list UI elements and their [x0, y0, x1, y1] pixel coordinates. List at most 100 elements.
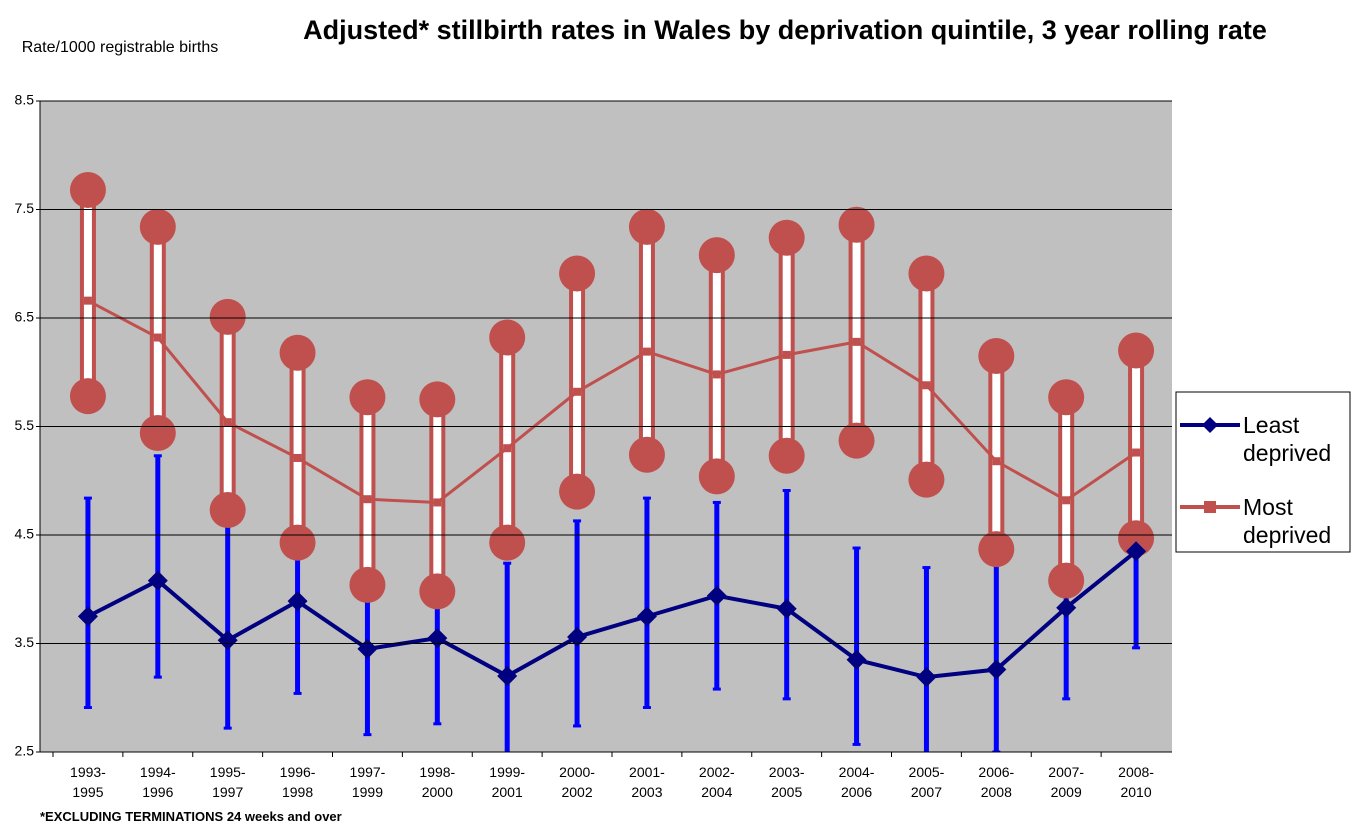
error-cap — [628, 208, 665, 245]
marker — [77, 606, 98, 627]
marker — [573, 387, 582, 396]
marker — [1126, 541, 1147, 562]
error-cap — [978, 337, 1015, 374]
error-bar — [499, 335, 516, 545]
error-bar — [219, 314, 236, 513]
error-bar — [918, 271, 935, 482]
marker — [712, 370, 721, 379]
marker — [846, 649, 867, 670]
marker — [782, 350, 791, 359]
x-tick-label: 1998-2000 — [419, 764, 456, 800]
marker — [1062, 496, 1071, 505]
marker — [287, 591, 308, 612]
series-line — [87, 549, 1138, 680]
error-cap — [559, 473, 596, 510]
marker — [223, 418, 232, 427]
series-line — [87, 299, 1137, 504]
x-tick-label: 1996-1998 — [279, 764, 316, 800]
error-cap — [139, 415, 176, 452]
y-tick-label: 2.5 — [15, 743, 35, 759]
error-bar — [708, 253, 725, 479]
x-tick-label: 1997-1999 — [349, 764, 386, 800]
marker — [1056, 597, 1077, 618]
marker — [776, 598, 797, 619]
error-bar — [79, 187, 96, 399]
error-bar — [569, 271, 586, 494]
error-bar — [778, 235, 795, 458]
error-cap — [489, 319, 526, 356]
marker — [567, 626, 588, 647]
error-cap — [978, 531, 1015, 568]
error-cap — [908, 255, 945, 292]
error-cap — [209, 492, 246, 529]
x-tick-label: 1994-1996 — [139, 764, 176, 800]
error-cap — [768, 437, 805, 474]
error-bar — [429, 397, 446, 594]
marker — [147, 570, 168, 591]
error-cap — [209, 298, 246, 335]
marker — [363, 495, 372, 504]
error-cap — [419, 573, 456, 610]
error-cap — [838, 422, 875, 459]
y-tick-label: 8.5 — [15, 92, 35, 108]
x-tick-label: 1995-1997 — [209, 764, 246, 800]
error-cap — [768, 219, 805, 256]
marker — [986, 659, 1007, 680]
legend-label: Most deprived — [1243, 494, 1332, 548]
x-tick-label: 2005-2007 — [908, 764, 945, 800]
error-cap — [69, 171, 106, 208]
marker — [83, 296, 92, 305]
x-tick-label: 2002-2004 — [698, 764, 735, 800]
error-cap — [698, 237, 735, 274]
y-axis-title: Rate/1000 registrable births — [21, 39, 219, 56]
marker — [916, 667, 937, 688]
error-cap — [1048, 562, 1085, 599]
error-cap — [419, 381, 456, 418]
error-bar — [289, 350, 306, 545]
marker — [852, 337, 861, 346]
error-cap — [628, 436, 665, 473]
error-bar — [149, 224, 166, 436]
error-cap — [489, 524, 526, 561]
error-bar — [359, 395, 376, 587]
marker — [217, 630, 238, 651]
legend-marker — [1204, 501, 1216, 513]
x-tick-label: 2001-2003 — [629, 764, 665, 800]
marker — [433, 498, 442, 507]
x-tick-label: 2007-2009 — [1048, 764, 1085, 800]
y-tick-label: 5.5 — [15, 417, 35, 433]
marker — [992, 457, 1001, 466]
error-cap — [349, 379, 386, 416]
error-cap — [698, 458, 735, 495]
error-bar — [988, 353, 1005, 552]
x-tick-label: 2006-2008 — [978, 764, 1015, 800]
x-tick-label: 2000-2002 — [559, 764, 595, 800]
marker — [706, 585, 727, 606]
legend-box — [1175, 391, 1351, 553]
error-bar — [1058, 395, 1075, 583]
error-cap — [279, 334, 316, 371]
x-tick-label: 1999-2001 — [489, 764, 526, 800]
error-cap — [1048, 379, 1085, 416]
footnote: *EXCLUDING TERMINATIONS 24 weeks and ove… — [40, 809, 342, 824]
marker — [153, 333, 162, 342]
marker — [642, 347, 651, 356]
x-tick-label: 2004-2006 — [838, 764, 875, 800]
error-cap — [559, 255, 596, 292]
error-cap — [1118, 332, 1155, 369]
error-bar — [638, 224, 655, 457]
legend-marker — [1202, 417, 1218, 433]
error-bar — [1128, 348, 1145, 541]
error-bar — [848, 222, 865, 443]
error-cap — [279, 524, 316, 561]
marker — [497, 666, 518, 687]
error-cap — [838, 206, 875, 243]
chart-title: Adjusted* stillbirth rates in Wales by d… — [303, 15, 1267, 45]
error-cap — [139, 208, 176, 245]
x-tick-label: 2008-2010 — [1118, 764, 1154, 800]
marker — [636, 606, 657, 627]
x-tick-label: 1993-1995 — [70, 764, 106, 800]
error-cap — [69, 378, 106, 415]
